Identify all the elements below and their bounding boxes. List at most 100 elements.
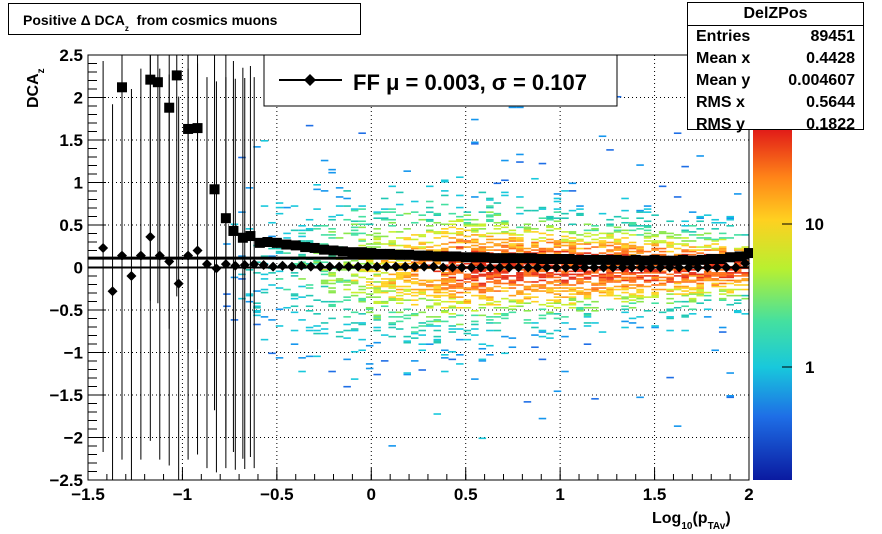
heatmap-cell [576, 234, 584, 236]
diamond-marker [626, 262, 637, 273]
heatmap-cell [553, 299, 562, 301]
heatmap-cell [268, 255, 276, 257]
square-marker [228, 225, 239, 236]
heatmap-cell [373, 232, 381, 235]
heatmap-cell [456, 363, 464, 365]
color-scale-bar [753, 128, 792, 480]
heatmap-cell [426, 206, 434, 209]
heatmap-cell [598, 273, 607, 276]
heatmap-cell [606, 281, 614, 283]
heatmap-cell [433, 287, 442, 289]
heatmap-cell [290, 311, 299, 314]
heatmap-cell [606, 294, 614, 297]
heatmap-cell [561, 272, 569, 274]
diamond-marker [598, 262, 609, 273]
heatmap-cell [681, 250, 689, 253]
heatmap-cell [621, 291, 629, 294]
heatmap-cell [305, 329, 314, 332]
heatmap-cell [568, 249, 577, 251]
y-tick-label: −2.5 [49, 471, 83, 490]
heatmap-cell [313, 355, 321, 358]
x-tick-label: −1 [173, 485, 192, 504]
heatmap-cell [696, 288, 704, 291]
heatmap-cell [621, 276, 629, 279]
heatmap-cell [478, 191, 487, 194]
square-marker [677, 254, 688, 265]
heatmap-cell [613, 279, 622, 282]
heatmap-cell [636, 288, 644, 291]
y-axis-label: DCAz [25, 68, 47, 108]
heatmap-cell [688, 240, 697, 242]
heatmap-cell [651, 291, 659, 294]
heatmap-cell [606, 264, 614, 267]
heatmap-cell [320, 322, 329, 324]
square-marker [630, 254, 641, 265]
heatmap-cell [388, 218, 396, 221]
heatmap-cell [516, 279, 524, 282]
heatmap-cell [388, 261, 396, 264]
heatmap-cell [388, 322, 396, 324]
heatmap-cell [643, 296, 652, 298]
heatmap-cell [516, 275, 524, 277]
heatmap-cell [696, 220, 704, 223]
heatmap-cell [343, 308, 351, 311]
heatmap-cell [395, 273, 404, 276]
heatmap-cell [486, 297, 494, 300]
heatmap-cell [696, 279, 704, 282]
heatmap-cell [365, 284, 374, 286]
heatmap-cell [531, 270, 539, 273]
heatmap-cell [350, 223, 359, 226]
heatmap-cell [418, 235, 427, 238]
heatmap-cell [673, 247, 682, 250]
heatmap-cell [666, 250, 674, 253]
heatmap-cell [636, 276, 644, 279]
heatmap-cell [681, 243, 689, 245]
heatmap-cell [410, 303, 419, 306]
heatmap-cell [508, 237, 517, 239]
heatmap-cell [486, 252, 494, 254]
heatmap-cell [553, 293, 562, 295]
heatmap-cell [553, 200, 562, 203]
heatmap-cell [546, 287, 554, 289]
heatmap-cell [478, 343, 487, 345]
heatmap-cell [238, 255, 246, 257]
square-marker [309, 242, 320, 253]
heatmap-cell [456, 231, 464, 233]
heatmap-cell [478, 275, 487, 277]
heatmap-cell [613, 269, 622, 271]
heatmap-cell [568, 306, 577, 309]
heatmap-cell [478, 246, 487, 248]
heatmap-cell [305, 240, 314, 242]
heatmap-cell [471, 238, 479, 241]
heatmap-cell [516, 206, 524, 209]
heatmap-cell [568, 182, 577, 185]
heatmap-cell [410, 291, 419, 294]
heatmap-cell [463, 225, 472, 227]
heatmap-cell [651, 244, 659, 247]
y-tick-label: 0.5 [59, 216, 83, 235]
heatmap-cell [538, 276, 547, 279]
heatmap-cell [681, 316, 689, 318]
heatmap-cell [373, 314, 381, 317]
heatmap-cell [576, 306, 584, 309]
heatmap-cell [696, 237, 704, 239]
heatmap-cell [568, 276, 577, 279]
heatmap-cell [380, 272, 389, 274]
heatmap-cell [486, 303, 494, 306]
heatmap-cell [561, 279, 569, 282]
heatmap-cell [666, 297, 674, 300]
heatmap-cell [591, 246, 599, 248]
square-marker [659, 255, 670, 266]
heatmap-cell [568, 299, 577, 301]
heatmap-cell [426, 246, 434, 248]
heatmap-cell [658, 311, 667, 314]
heatmap-cell [471, 278, 479, 280]
heatmap-cell [441, 294, 449, 297]
heatmap-cell [305, 326, 314, 329]
heatmap-cell [320, 281, 329, 283]
heatmap-cell [426, 185, 434, 188]
heatmap-cell [538, 417, 547, 420]
heatmap-cell [523, 226, 532, 229]
heatmap-cell [658, 272, 667, 274]
heatmap-cell [471, 234, 479, 236]
